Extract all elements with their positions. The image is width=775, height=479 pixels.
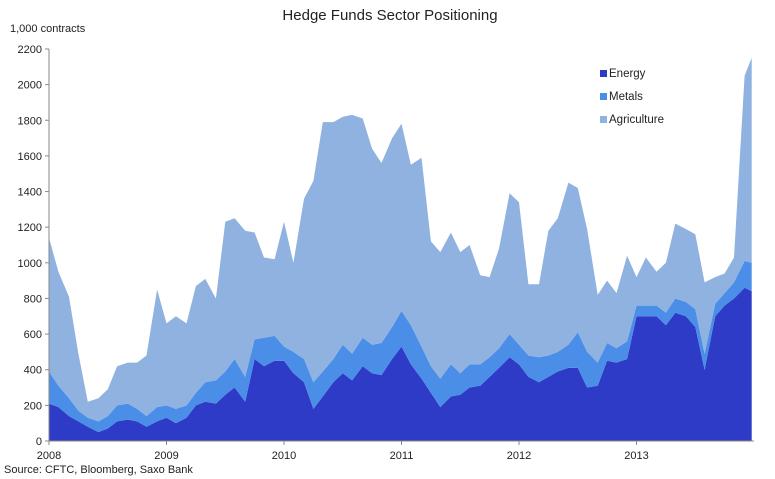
y-tick-label: 200 [24,400,42,412]
y-tick-label: 1400 [18,187,42,199]
x-axis-ticks: 2008 2009 2010 2011 2012 2013 [37,441,649,462]
chart-title: Hedge Funds Sector Positioning [282,7,497,24]
area-series-group [49,57,752,441]
legend-swatch-metals [600,93,607,100]
x-tick-label: 2011 [390,450,414,462]
x-tick-label: 2010 [272,450,296,462]
x-tick-label: 2008 [37,450,61,462]
legend-label-energy: Energy [609,68,646,80]
y-tick-label: 1000 [18,258,42,270]
legend-swatch-energy [600,70,607,77]
y-tick-label: 800 [24,293,42,305]
source-note: Source: CFTC, Bloomberg, Saxo Bank [4,464,193,476]
x-tick-label: 2012 [507,450,531,462]
x-tick-label: 2013 [624,450,648,462]
x-tick-label: 2009 [154,450,178,462]
y-tick-label: 400 [24,365,42,377]
y-tick-label: 1800 [18,115,42,127]
y-tick-label: 1600 [18,151,42,163]
legend-label-agriculture: Agriculture [609,114,664,126]
y-axis-unit-label: 1,000 contracts [10,23,86,35]
y-tick-label: 0 [36,436,42,448]
legend-swatch-agriculture [600,116,607,123]
y-axis-ticks: 0 200 400 600 800 1000 1200 1400 1600 1800 2000 220… [18,44,49,448]
y-tick-label: 2200 [18,44,42,56]
area-agriculture [49,57,752,422]
legend-label-metals: Metals [609,91,643,103]
y-tick-label: 600 [24,329,42,341]
y-tick-label: 1200 [18,222,42,234]
chart-legend: Energy Metals Agriculture [600,68,664,126]
area-energy [49,287,752,441]
area-metals [49,261,752,433]
y-tick-label: 2000 [18,80,42,92]
